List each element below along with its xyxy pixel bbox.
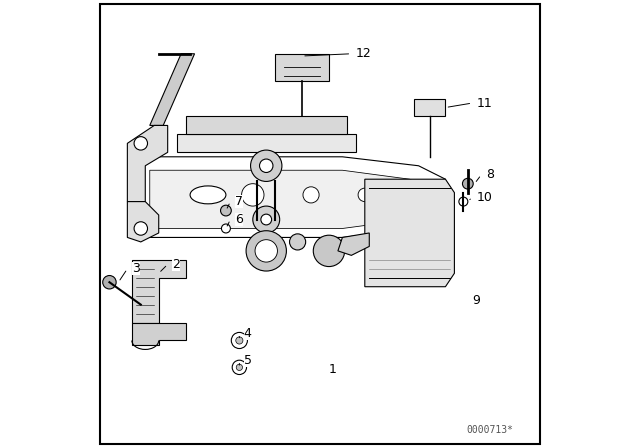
Circle shape — [358, 188, 372, 202]
Circle shape — [253, 206, 280, 233]
Circle shape — [255, 240, 278, 262]
Circle shape — [391, 190, 401, 200]
Text: 10: 10 — [477, 190, 493, 204]
Polygon shape — [186, 116, 347, 134]
Circle shape — [246, 231, 287, 271]
Polygon shape — [127, 125, 168, 202]
Circle shape — [236, 337, 243, 344]
Circle shape — [103, 276, 116, 289]
Circle shape — [236, 364, 243, 370]
Circle shape — [260, 159, 273, 172]
Text: 1: 1 — [329, 363, 337, 376]
Circle shape — [231, 332, 248, 349]
Polygon shape — [150, 54, 195, 125]
Text: 5: 5 — [244, 354, 252, 367]
Circle shape — [289, 234, 306, 250]
Circle shape — [242, 184, 264, 206]
Text: 11: 11 — [477, 96, 493, 110]
Circle shape — [261, 214, 271, 225]
Text: 12: 12 — [356, 47, 372, 60]
Circle shape — [221, 205, 231, 216]
Circle shape — [134, 222, 148, 235]
Polygon shape — [177, 134, 356, 152]
Text: 7: 7 — [235, 195, 243, 208]
Circle shape — [303, 187, 319, 203]
Polygon shape — [414, 99, 445, 116]
Polygon shape — [132, 260, 186, 323]
Circle shape — [232, 360, 246, 375]
Text: 3: 3 — [132, 262, 140, 276]
Polygon shape — [275, 54, 329, 81]
Polygon shape — [150, 170, 436, 228]
Circle shape — [134, 137, 148, 150]
Circle shape — [314, 235, 345, 267]
Text: 8: 8 — [486, 168, 494, 181]
Text: 0000713*: 0000713* — [467, 425, 514, 435]
Ellipse shape — [190, 186, 226, 204]
Polygon shape — [127, 202, 159, 242]
Polygon shape — [338, 233, 369, 255]
Polygon shape — [365, 179, 454, 287]
Polygon shape — [132, 323, 186, 345]
Text: 4: 4 — [244, 327, 252, 340]
Circle shape — [459, 197, 468, 206]
Circle shape — [221, 224, 230, 233]
Text: 2: 2 — [172, 258, 180, 271]
Text: 6: 6 — [235, 213, 243, 226]
Circle shape — [463, 178, 473, 189]
Circle shape — [250, 150, 282, 181]
Text: 9: 9 — [472, 293, 480, 307]
